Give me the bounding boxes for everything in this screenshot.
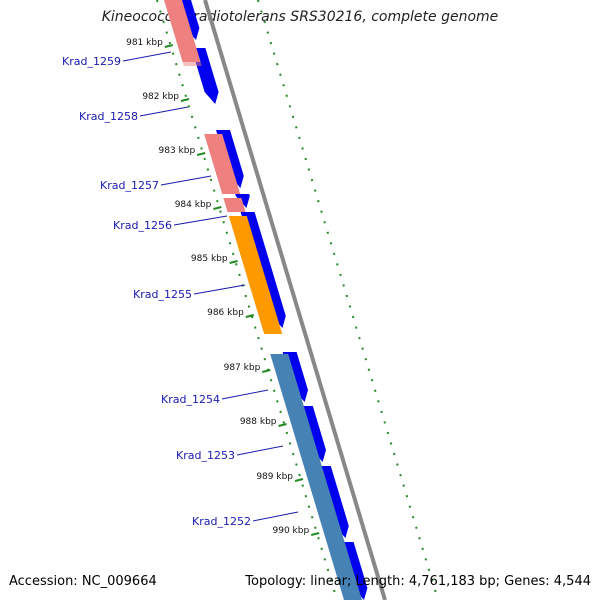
tick-label-5: 985 kbp — [191, 254, 228, 264]
gene-leader-Krad_1257 — [160, 175, 212, 186]
tick-mark-5 — [229, 260, 238, 264]
tick-mark-8 — [278, 423, 287, 427]
accession-label: Accession: NC_009664 — [9, 574, 157, 589]
tick-label-4: 984 kbp — [175, 200, 212, 210]
tick-mark-4 — [213, 206, 222, 210]
tick-label-7: 987 kbp — [224, 363, 261, 373]
genome-summary: Topology: linear; Length: 4,761,183 bp; … — [245, 574, 591, 589]
gene-label-Krad_1253: Krad_1253 — [176, 449, 235, 462]
tick-label-1: 981 kbp — [126, 38, 163, 48]
gene-label-Krad_1258: Krad_1258 — [79, 110, 138, 123]
tick-mark-1 — [164, 44, 174, 48]
tick-mark-6 — [245, 314, 255, 318]
gene-band-fade — [182, 62, 202, 66]
gene-label-Krad_1255: Krad_1255 — [133, 288, 192, 301]
gene-band-1255 — [228, 216, 283, 334]
tick-mark-3 — [196, 152, 206, 156]
gene-label-Krad_1256: Krad_1256 — [113, 219, 172, 232]
gene-leader-Krad_1258 — [139, 106, 189, 117]
genome-backbone — [203, 0, 387, 600]
gene-leader-Krad_1252 — [252, 511, 299, 522]
gene-label-Krad_1259: Krad_1259 — [62, 55, 121, 68]
tick-label-3: 983 kbp — [159, 146, 196, 156]
gene-band-1254 — [270, 354, 362, 600]
map-title: Kineococcus radiotolerans SRS30216, comp… — [101, 9, 499, 25]
gene-leader-Krad_1254 — [221, 389, 269, 400]
gene-band-1259 — [164, 0, 201, 62]
gene-band-1257 — [204, 134, 241, 194]
tick-mark-9 — [294, 478, 304, 482]
cds-arrow-4 — [235, 194, 250, 208]
gene-label-Krad_1254: Krad_1254 — [161, 393, 220, 406]
gene-leader-Krad_1253 — [236, 445, 284, 456]
tick-mark-2 — [180, 98, 190, 102]
gene-leader-Krad_1255 — [193, 284, 246, 295]
gene-leader-Krad_1256 — [173, 215, 228, 226]
tick-label-8: 988 kbp — [240, 417, 277, 427]
gene-band-1256 — [223, 198, 246, 212]
gene-label-Krad_1252: Krad_1252 — [192, 515, 251, 528]
tick-label-6: 986 kbp — [207, 308, 244, 318]
tick-label-10: 990 kbp — [273, 526, 310, 536]
gene-label-Krad_1257: Krad_1257 — [100, 179, 159, 192]
tick-label-9: 989 kbp — [256, 472, 293, 482]
tick-label-2: 982 kbp — [142, 92, 179, 102]
gene-leader-Krad_1259 — [122, 51, 172, 62]
tick-mark-10 — [310, 532, 320, 536]
outer-track-dotted — [257, 0, 439, 600]
tick-mark-7 — [262, 369, 271, 373]
